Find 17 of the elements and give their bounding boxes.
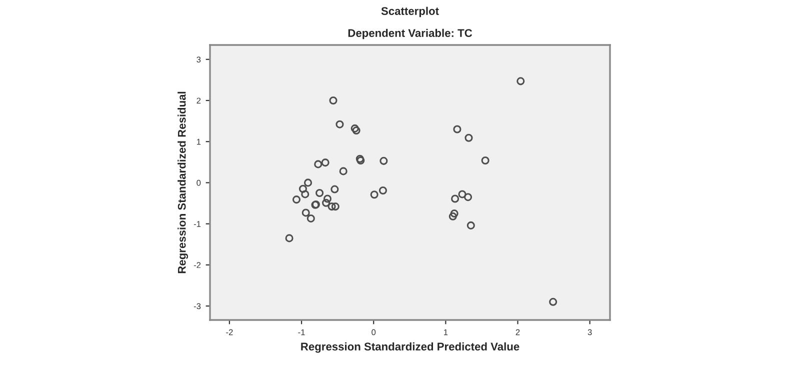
y-tick-label: 2 <box>196 98 201 104</box>
x-tick-label: -1 <box>298 329 305 336</box>
x-tick-label: 0 <box>372 329 376 336</box>
x-tick-label: 1 <box>444 329 448 336</box>
y-axis-title: Regression Standardized Residual <box>178 92 188 274</box>
chart-title: Scatterplot <box>381 6 439 18</box>
chart-subtitle: Dependent Variable: TC <box>348 28 472 40</box>
y-tick-label: -2 <box>194 262 201 268</box>
x-tick-label: -2 <box>226 329 233 336</box>
x-tick-label: 2 <box>516 329 520 336</box>
y-tick-label: 0 <box>196 180 201 186</box>
y-tick-label: -3 <box>194 303 201 310</box>
y-tick-label: 3 <box>196 56 201 62</box>
x-axis-title: Regression Standardized Predicted Value <box>301 342 520 353</box>
y-tick-label: -1 <box>194 221 201 227</box>
y-tick-label: 1 <box>196 138 201 145</box>
x-tick-label: 3 <box>588 329 592 336</box>
